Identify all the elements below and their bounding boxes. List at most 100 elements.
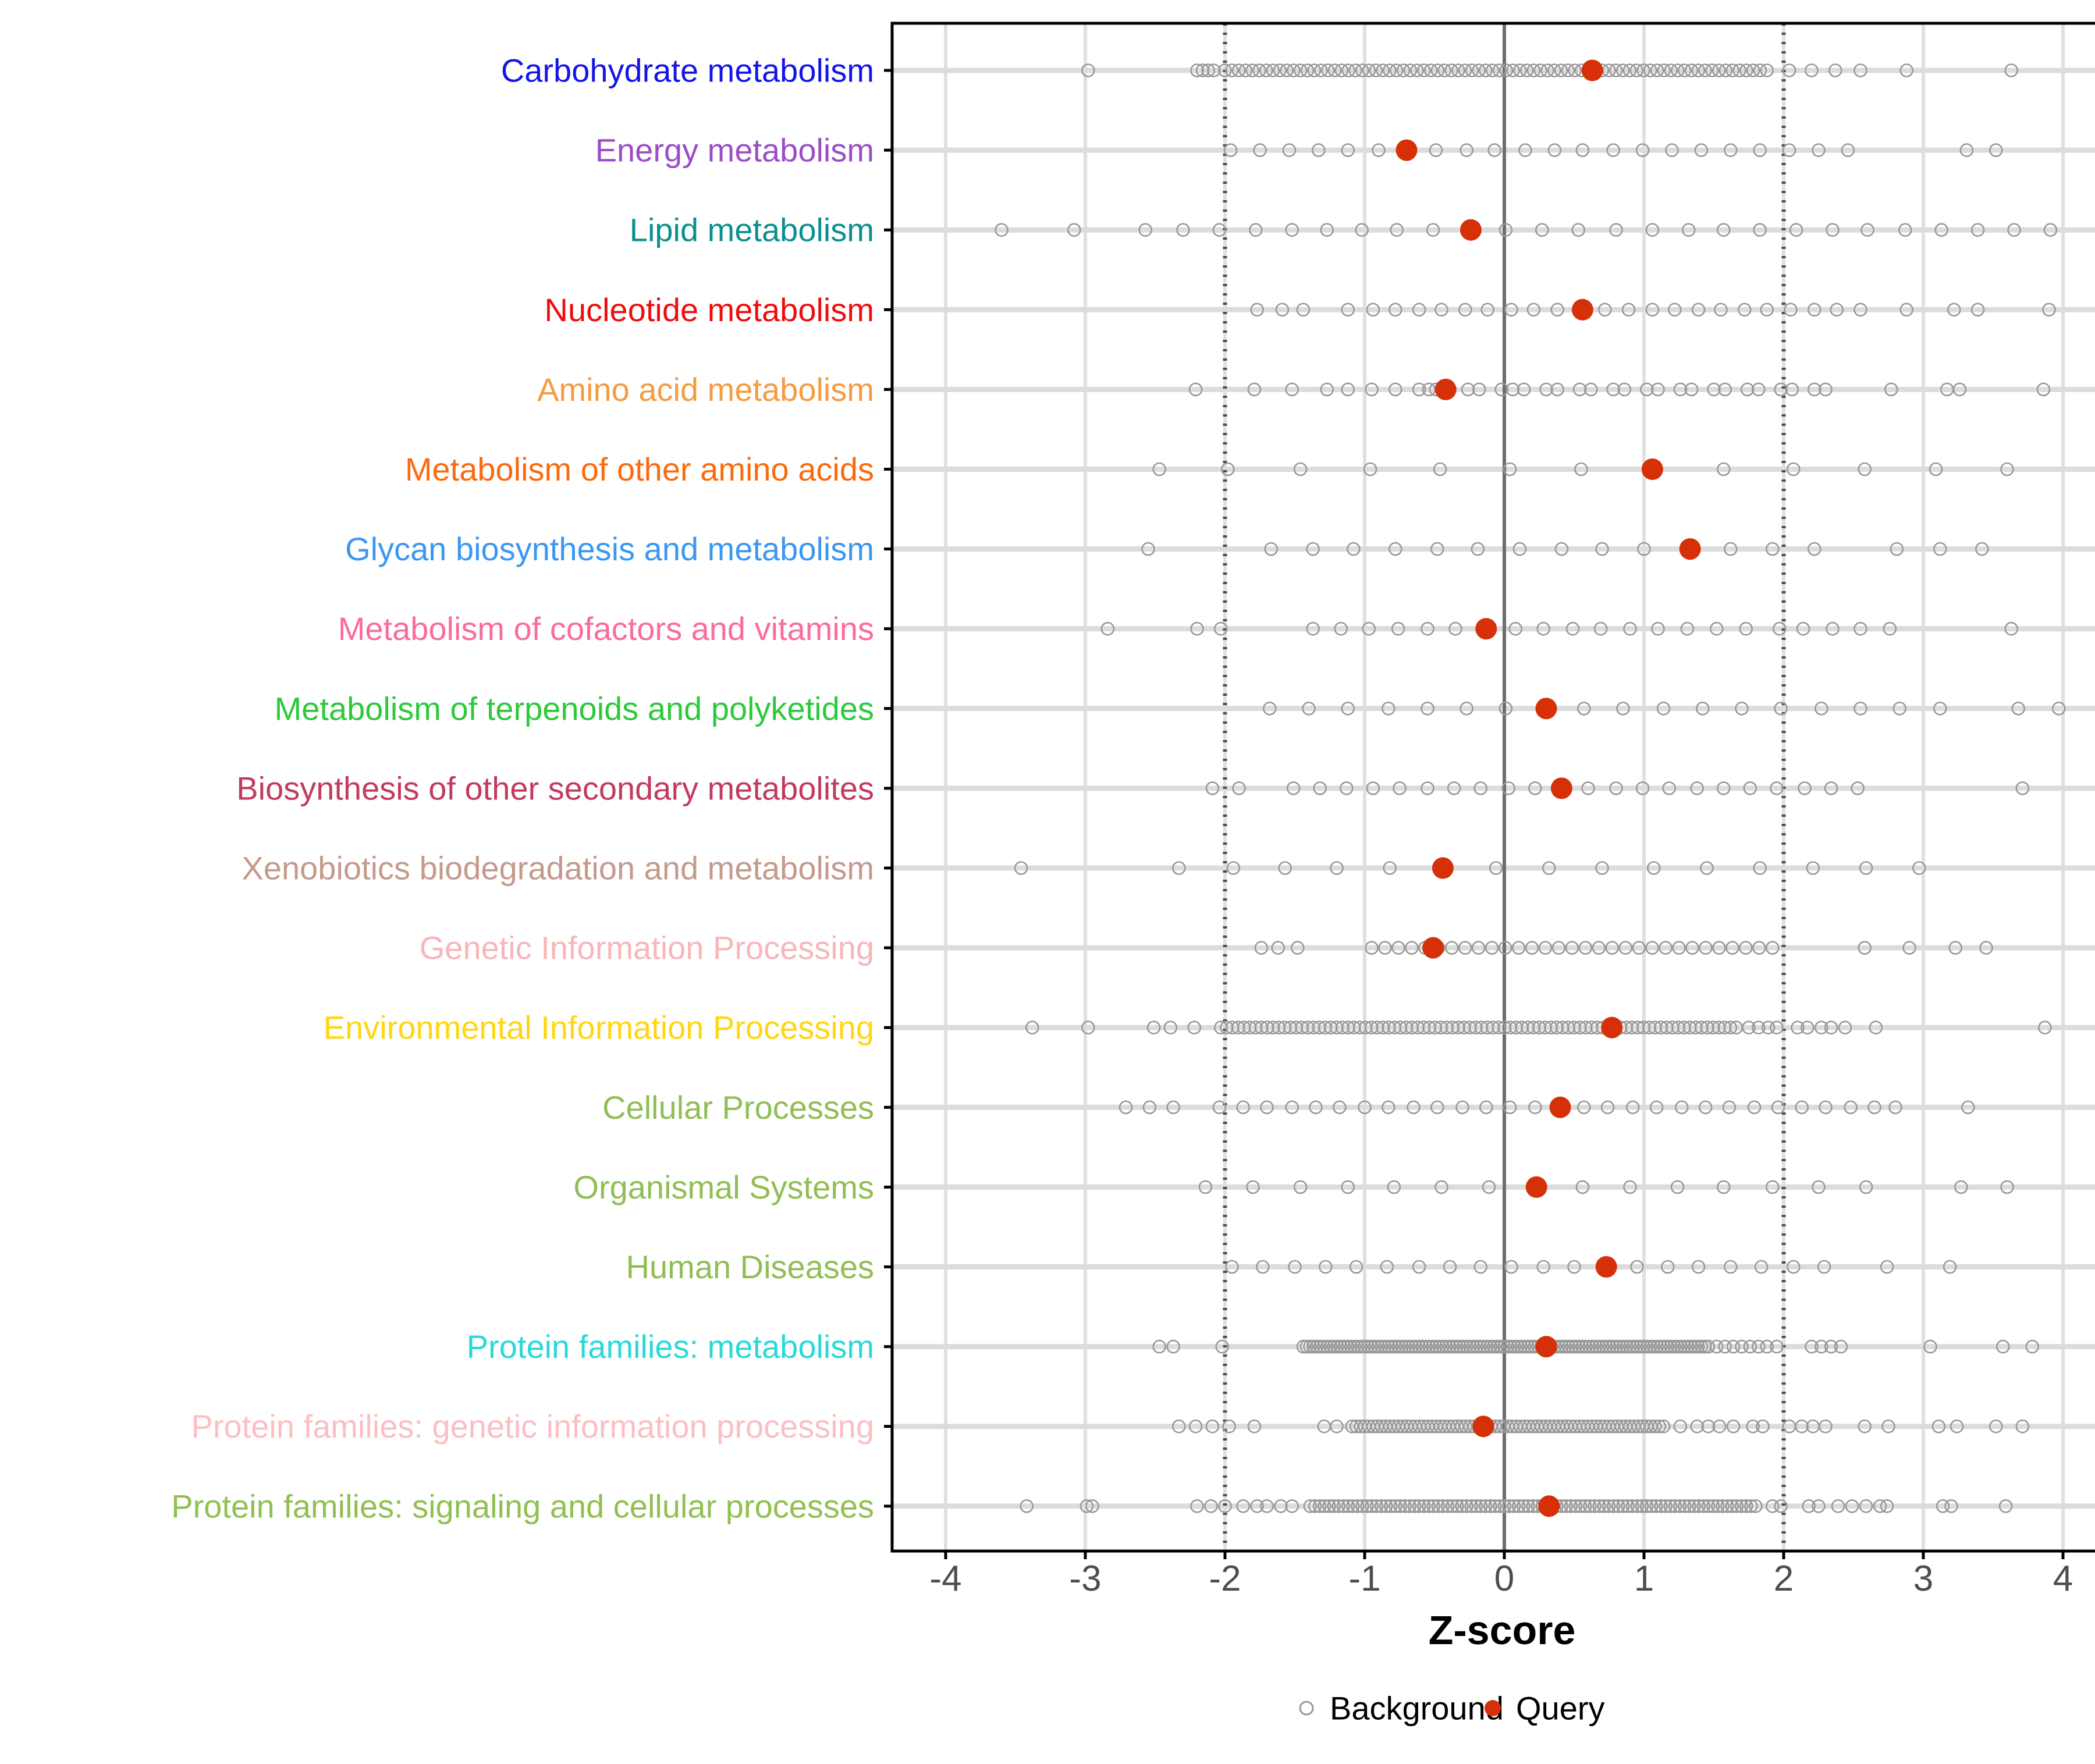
background-point <box>1645 1499 1659 1513</box>
background-point <box>1483 1339 1497 1354</box>
background-point <box>1853 303 1867 317</box>
background-point <box>1327 63 1342 77</box>
background-point <box>1285 1100 1299 1115</box>
background-point <box>1369 1499 1384 1513</box>
background-point <box>1444 941 1459 955</box>
background-point <box>1564 1499 1578 1513</box>
background-point <box>1578 1499 1592 1513</box>
background-point <box>1412 382 1426 397</box>
background-point <box>1890 542 1904 556</box>
legend-background-marker <box>1299 1701 1314 1716</box>
background-point <box>1263 702 1277 716</box>
background-point <box>1323 1339 1337 1354</box>
chart-canvas: Carbohydrate metabolism Energy metabolism… <box>171 22 2095 1727</box>
background-point <box>1860 223 1874 237</box>
background-point <box>1643 63 1657 77</box>
background-point <box>1884 382 1898 397</box>
background-point <box>1421 702 1434 716</box>
background-point <box>1766 542 1780 556</box>
background-point <box>1858 1419 1872 1434</box>
x-tick-label: 3 <box>1913 1559 1933 1599</box>
background-point <box>1190 621 1204 636</box>
background-point <box>1647 861 1661 875</box>
background-point <box>1390 223 1404 237</box>
background-point <box>1249 223 1263 237</box>
background-point <box>1898 223 1912 237</box>
background-point <box>1152 462 1166 476</box>
background-point <box>1299 1339 1314 1354</box>
background-point <box>1330 861 1344 875</box>
background-point <box>1274 1499 1288 1513</box>
background-point <box>1581 781 1595 795</box>
background-point <box>1869 1020 1883 1034</box>
query-point <box>1432 857 1454 879</box>
background-point <box>1605 941 1620 955</box>
background-point <box>1766 1499 1780 1513</box>
background-point <box>1761 1020 1776 1034</box>
background-point <box>1300 63 1315 77</box>
query-point <box>1472 1416 1494 1438</box>
background-point <box>1819 1419 1833 1434</box>
background-point <box>1511 941 1526 955</box>
background-point <box>1668 303 1682 317</box>
background-point <box>1661 1260 1675 1274</box>
background-point <box>1505 382 1520 397</box>
background-point <box>1609 781 1623 795</box>
background-point <box>1443 1260 1457 1274</box>
background-point <box>1358 1100 1372 1115</box>
background-point <box>1834 1339 1848 1354</box>
background-point <box>1735 702 1749 716</box>
background-point <box>1568 1339 1583 1354</box>
background-point <box>1402 1499 1417 1513</box>
background-point <box>1389 542 1402 556</box>
background-point <box>1383 861 1397 875</box>
background-point <box>1417 1499 1431 1513</box>
background-point <box>1535 223 1549 237</box>
background-point <box>1717 462 1731 476</box>
background-point <box>1489 861 1503 875</box>
background-point <box>1285 223 1299 237</box>
background-point <box>1912 861 1926 875</box>
background-point <box>1691 63 1706 77</box>
background-point <box>1422 1339 1436 1354</box>
x-tick-label: -2 <box>1209 1559 1241 1599</box>
background-point <box>1291 941 1305 955</box>
category-label: Metabolism of terpenoids and polyketides <box>275 690 874 727</box>
background-point <box>1250 1499 1264 1513</box>
background-point <box>1250 303 1264 317</box>
background-point <box>1738 303 1752 317</box>
background-point <box>1753 63 1767 77</box>
background-point <box>1597 1499 1611 1513</box>
background-point <box>1674 1339 1688 1354</box>
background-point <box>1684 63 1699 77</box>
background-point <box>1453 1339 1467 1354</box>
background-point <box>1782 143 1796 157</box>
background-point <box>1787 1260 1801 1274</box>
background-point <box>1421 781 1434 795</box>
background-point <box>1824 1020 1838 1034</box>
background-point <box>1215 1339 1229 1354</box>
background-point <box>1313 781 1327 795</box>
background-point <box>1396 63 1411 77</box>
background-point <box>1698 63 1712 77</box>
background-point <box>1412 303 1426 317</box>
background-point <box>1224 63 1239 77</box>
background-point <box>1212 1100 1227 1115</box>
background-point <box>1081 63 1095 77</box>
background-point <box>1483 1499 1497 1513</box>
background-point <box>1725 941 1739 955</box>
category-label: Protein families: metabolism <box>467 1328 874 1365</box>
background-point <box>1303 1339 1317 1354</box>
background-point <box>1430 1100 1444 1115</box>
background-point <box>1698 1339 1712 1354</box>
background-point <box>1640 382 1654 397</box>
background-point <box>1172 861 1186 875</box>
background-point <box>1744 1499 1758 1513</box>
background-point <box>1482 1180 1496 1194</box>
background-point <box>1286 781 1301 795</box>
background-point <box>1195 63 1210 77</box>
background-point <box>1465 63 1479 77</box>
background-point <box>2015 781 2030 795</box>
background-point <box>1321 63 1335 77</box>
background-point <box>1407 1100 1421 1115</box>
